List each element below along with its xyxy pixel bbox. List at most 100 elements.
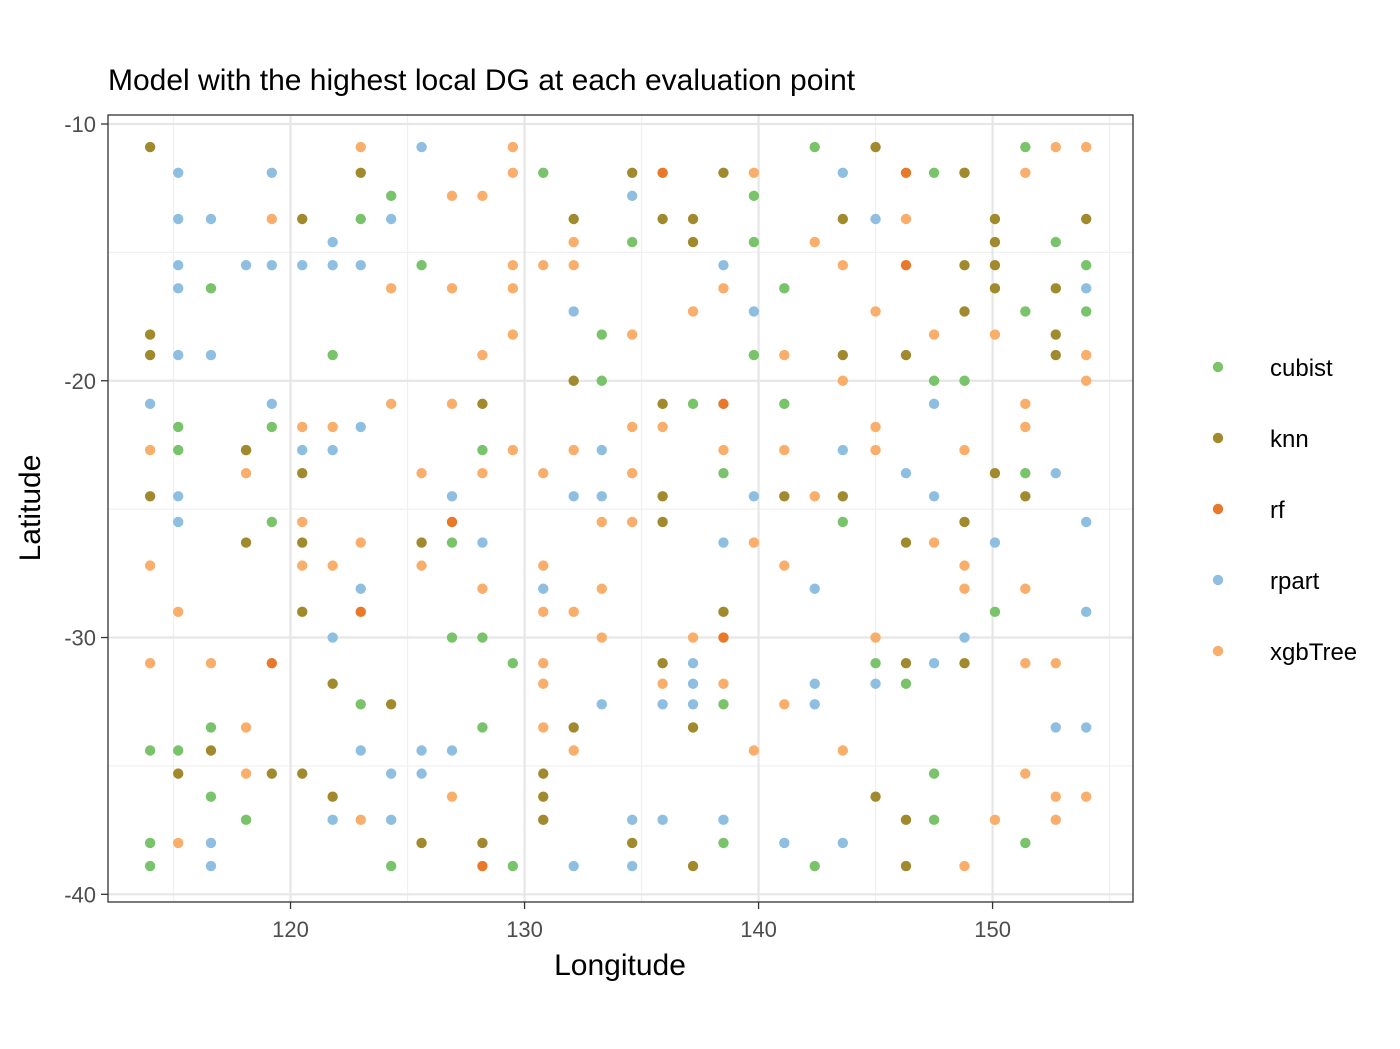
- data-point: [266, 421, 278, 433]
- data-point: [989, 213, 1001, 225]
- data-point: [1020, 491, 1031, 502]
- data-point: [1050, 329, 1061, 340]
- legend-key: [1212, 503, 1224, 515]
- data-point: [657, 421, 668, 433]
- data-point: [928, 537, 940, 548]
- data-point: [959, 375, 970, 386]
- data-point: [779, 699, 790, 710]
- data-point: [538, 260, 549, 271]
- data-point: [1020, 658, 1031, 669]
- data-point: [837, 167, 849, 178]
- data-point: [1080, 722, 1092, 733]
- data-point: [718, 632, 729, 643]
- data-point: [989, 606, 1001, 618]
- data-point: [687, 860, 699, 872]
- data-point: [355, 213, 366, 225]
- x-tick-label: 120: [272, 917, 309, 942]
- data-point: [355, 260, 366, 271]
- data-point: [718, 260, 729, 271]
- data-point: [240, 444, 252, 456]
- data-point: [1080, 213, 1092, 225]
- data-point: [748, 491, 760, 502]
- data-point: [568, 860, 579, 872]
- data-point: [538, 167, 549, 178]
- data-point: [837, 516, 849, 528]
- data-point: [507, 658, 519, 669]
- data-point: [446, 745, 458, 756]
- data-point: [687, 306, 699, 317]
- legend: cubist knn rf rpart xgbTree: [1212, 355, 1357, 666]
- data-point: [657, 516, 668, 528]
- data-point: [568, 260, 579, 271]
- data-point: [266, 167, 278, 178]
- data-point: [144, 141, 156, 153]
- data-point: [446, 632, 458, 643]
- data-point: [477, 837, 488, 849]
- data-point: [657, 678, 668, 689]
- data-point: [779, 560, 790, 571]
- data-point: [385, 860, 397, 872]
- data-point: [385, 814, 397, 826]
- data-point: [355, 141, 366, 153]
- data-point: [596, 491, 607, 502]
- data-point: [205, 837, 217, 849]
- data-point: [327, 421, 338, 433]
- legend-label: cubist: [1270, 355, 1333, 382]
- data-point: [173, 283, 184, 294]
- data-point: [355, 421, 366, 433]
- data-point: [657, 658, 668, 669]
- x-tick-label: 150: [974, 917, 1011, 942]
- legend-item-rpart: rpart: [1212, 568, 1320, 595]
- data-point: [477, 444, 488, 456]
- data-point: [687, 398, 699, 410]
- chart-title: Model with the highest local DG at each …: [108, 64, 856, 97]
- x-axis-title: Longitude: [554, 949, 686, 982]
- data-point: [205, 722, 217, 733]
- data-point: [416, 768, 427, 779]
- data-point: [385, 768, 397, 779]
- data-point: [266, 768, 278, 779]
- axis-ticks: 120 130 140 150 -10 -20 -30 -40: [64, 112, 1011, 942]
- series-cubist: [144, 141, 1092, 872]
- data-point: [837, 491, 849, 502]
- data-point: [959, 658, 970, 669]
- data-point: [809, 678, 820, 689]
- data-point: [568, 745, 579, 756]
- data-point: [870, 678, 881, 689]
- data-point: [205, 349, 217, 361]
- data-point: [779, 491, 790, 502]
- legend-label: knn: [1270, 426, 1309, 453]
- data-point: [144, 745, 156, 756]
- data-point: [327, 444, 338, 456]
- data-point: [477, 537, 488, 548]
- data-point: [1080, 375, 1092, 386]
- data-point: [446, 283, 458, 294]
- data-point: [779, 444, 790, 456]
- data-point: [928, 658, 940, 669]
- data-point: [355, 745, 366, 756]
- data-point: [538, 722, 549, 733]
- data-point: [477, 190, 488, 202]
- data-point: [748, 349, 760, 361]
- data-point: [538, 678, 549, 689]
- data-point: [144, 560, 156, 571]
- data-point: [837, 260, 849, 271]
- data-point: [266, 213, 278, 225]
- data-point: [240, 768, 252, 779]
- data-point: [568, 722, 579, 733]
- data-point: [1050, 722, 1061, 733]
- data-point: [327, 814, 338, 826]
- data-point: [266, 658, 278, 669]
- data-point: [870, 421, 881, 433]
- y-tick-label: -40: [64, 882, 96, 907]
- data-point: [327, 560, 338, 571]
- data-point: [568, 491, 579, 502]
- data-point: [900, 167, 912, 178]
- data-point: [507, 860, 519, 872]
- series-xgbtree: [144, 141, 1092, 872]
- data-point: [144, 491, 156, 502]
- data-point: [507, 141, 519, 153]
- data-points: [144, 141, 1092, 872]
- legend-label: rf: [1270, 497, 1285, 524]
- data-point: [1050, 814, 1061, 826]
